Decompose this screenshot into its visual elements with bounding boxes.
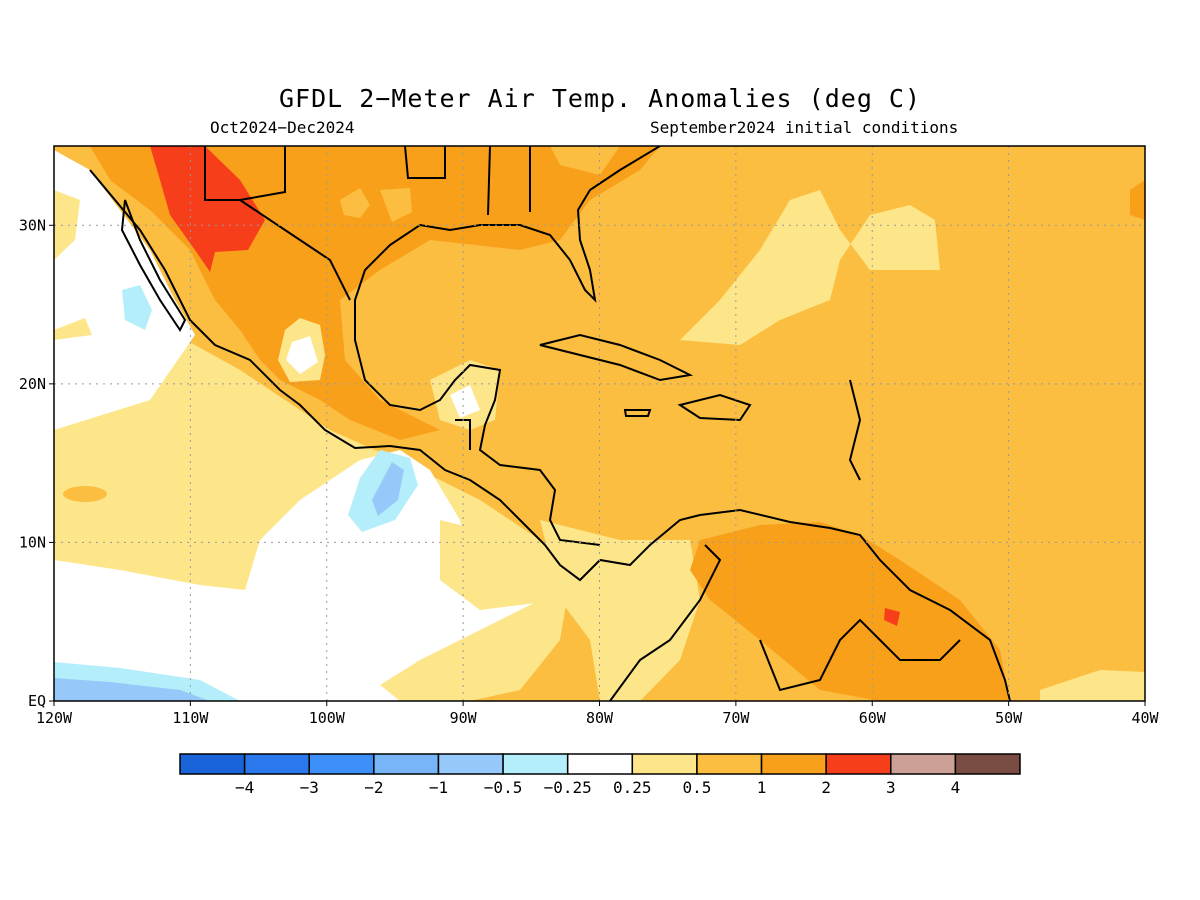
colorbar-swatch	[954, 753, 1021, 775]
field-texas-light-orange-patch	[340, 188, 370, 218]
field-mexico-white-patch	[286, 336, 318, 374]
colorbar-swatch	[373, 753, 440, 775]
field-pacific-yellow-patch	[54, 190, 80, 260]
south-america-coast	[699, 508, 1011, 701]
colorbar-swatch	[631, 753, 698, 775]
colorbar-label: −3	[300, 778, 319, 797]
field-atlantic-yellow-tongue	[680, 190, 940, 345]
axis-ticks: 120W 110W 100W 90W 80W 70W 60W 50W 40W EQ 10N 20N 30…	[19, 216, 1160, 727]
baja-peninsula	[120, 199, 187, 332]
lesser-antilles	[848, 379, 862, 481]
field-pacific-orange-patch	[63, 486, 107, 502]
field-yucatan-white	[450, 385, 480, 418]
us-mexico-border	[239, 199, 351, 301]
y-tick-label: 10N	[19, 533, 46, 551]
colorbar-label: −0.25	[544, 778, 592, 797]
field-pacific-mid-blue-east	[372, 462, 404, 516]
belize-border	[455, 419, 471, 450]
initial-conditions: September2024 initial conditions	[650, 118, 959, 137]
field-sw-red-hotspot	[150, 146, 265, 272]
colorbar-label: 4	[951, 778, 961, 797]
colorbar-swatch	[825, 753, 892, 775]
x-tick-label: 120W	[36, 709, 73, 727]
colorbar-swatch	[696, 753, 763, 775]
colorbar-label: −2	[364, 778, 383, 797]
y-tick-label: 20N	[19, 375, 46, 393]
field-us-east-light-orange	[550, 146, 620, 175]
grid-lines	[54, 146, 1145, 701]
anomaly-fields	[54, 146, 1145, 701]
field-baja-light-blue	[122, 285, 152, 330]
field-guyana-red-spot	[884, 608, 900, 626]
colorbar-label: 0.25	[613, 778, 652, 797]
forecast-period: Oct2024−Dec2024	[210, 118, 355, 137]
venezuela-border	[759, 618, 961, 692]
colombia-border	[609, 544, 722, 701]
colorbar-label: 2	[821, 778, 831, 797]
jamaica	[623, 409, 652, 417]
colorbar-swatch	[890, 753, 957, 775]
colorbar: −4 −3 −2 −1 −0.5 −0.25 0.25 0.5 1 2 3 4	[179, 753, 1021, 797]
y-tick-label: EQ	[28, 692, 46, 710]
colorbar-swatch	[179, 753, 246, 775]
x-tick-label: 90W	[450, 709, 478, 727]
colorbar-swatch	[243, 753, 310, 775]
field-pacific-white-south	[54, 450, 540, 701]
us-state-borders-east	[404, 146, 531, 216]
colorbar-label: 0.5	[682, 778, 711, 797]
field-south-america-orange	[690, 522, 1010, 701]
colorbar-swatch	[566, 753, 634, 775]
map-title: GFDL 2−Meter Air Temp. Anomalies (deg C)	[278, 84, 922, 113]
x-tick-label: 60W	[859, 709, 887, 727]
y-tick-label: 30N	[19, 216, 46, 234]
colorbar-label: 3	[886, 778, 896, 797]
colorbar-label: −4	[235, 778, 254, 797]
field-atlantic-yellow-south	[1040, 670, 1145, 701]
x-tick-label: 50W	[995, 709, 1023, 727]
x-tick-label: 110W	[172, 709, 209, 727]
colorbar-swatch	[502, 753, 569, 775]
field-us-light-orange-patch	[380, 188, 412, 222]
colorbar-swatch	[308, 753, 375, 775]
field-pacific-mid-blue-south	[54, 678, 210, 701]
cuba	[539, 333, 694, 382]
x-tick-label: 70W	[722, 709, 750, 727]
field-colombia-yellow	[540, 520, 700, 701]
x-tick-label: 80W	[586, 709, 614, 727]
field-pacific-yellow-patch-2	[54, 318, 92, 340]
hispaniola	[677, 393, 752, 422]
x-tick-label: 40W	[1131, 709, 1159, 727]
gulf-coastline	[354, 146, 661, 546]
colorbar-label: 1	[757, 778, 767, 797]
x-tick-label: 100W	[309, 709, 346, 727]
colorbar-label: −0.5	[484, 778, 523, 797]
colorbar-swatch	[760, 753, 827, 775]
colorbar-label: −1	[429, 778, 448, 797]
colorbar-swatch	[437, 753, 504, 775]
field-atlantic-orange-edge	[1130, 180, 1145, 220]
